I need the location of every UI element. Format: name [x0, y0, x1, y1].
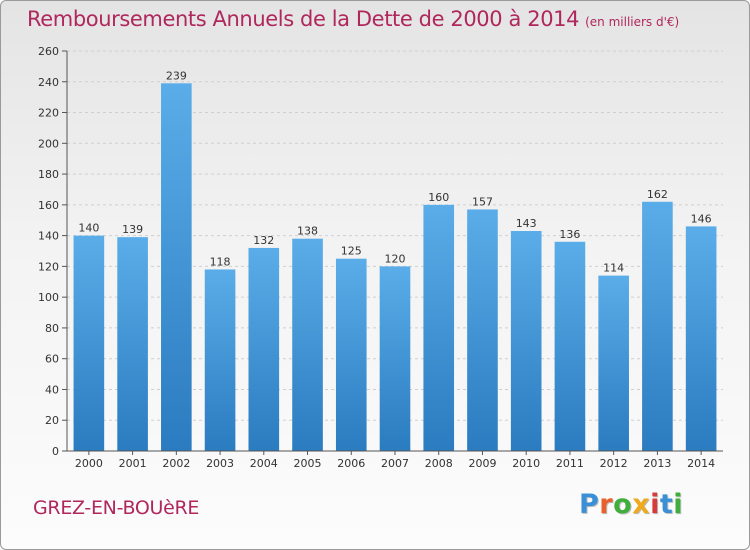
x-tick-label: 2008	[425, 457, 453, 470]
x-tick-label: 2006	[337, 457, 365, 470]
data-label: 143	[516, 217, 537, 230]
bar	[510, 231, 542, 451]
y-tick-label: 260	[38, 45, 59, 58]
y-tick-label: 100	[38, 291, 59, 304]
chart-subtitle: (en milliers d'€)	[585, 15, 680, 29]
x-tick-label: 2009	[468, 457, 496, 470]
x-tick-label: 2013	[643, 457, 671, 470]
x-tick-label: 2007	[381, 457, 409, 470]
x-tick-label: 2011	[556, 457, 584, 470]
bar	[467, 209, 498, 451]
y-tick-label: 20	[45, 414, 59, 427]
y-tick-label: 40	[45, 383, 59, 396]
bar	[161, 83, 192, 452]
logo-letter: o	[613, 489, 633, 520]
data-label: 136	[559, 228, 580, 241]
x-tick-label: 2004	[250, 457, 278, 470]
data-label: 132	[253, 234, 274, 247]
bar	[642, 201, 673, 451]
bar	[73, 235, 105, 451]
bar	[335, 258, 367, 451]
bar	[204, 269, 236, 451]
y-tick-label: 200	[38, 137, 59, 150]
x-tick-label: 2003	[206, 457, 234, 470]
data-label: 114	[603, 262, 624, 275]
logo-letter: x	[632, 489, 651, 520]
bar	[554, 241, 586, 451]
y-tick-label: 0	[52, 445, 59, 458]
y-tick-label: 160	[38, 199, 59, 212]
y-tick-label: 180	[38, 168, 59, 181]
y-tick-label: 140	[38, 230, 59, 243]
x-tick-label: 2005	[294, 457, 322, 470]
y-tick-label: 60	[45, 353, 59, 366]
proxiti-logo[interactable]: Proxiti	[579, 489, 683, 520]
chart-title: Remboursements Annuels de la Dette de 20…	[27, 7, 679, 31]
chart-title-text: Remboursements Annuels de la Dette de 20…	[27, 7, 580, 31]
place-name: GREZ-EN-BOUèRE	[33, 497, 200, 519]
data-label: 120	[385, 252, 406, 265]
logo-letter: P	[579, 489, 600, 520]
x-tick-label: 2001	[119, 457, 147, 470]
data-label: 239	[166, 69, 187, 82]
data-label: 125	[341, 245, 362, 258]
x-tick-label: 2010	[512, 457, 540, 470]
x-tick-label: 2014	[687, 457, 715, 470]
logo-letter: r	[599, 489, 614, 520]
y-tick-label: 220	[38, 107, 59, 120]
x-tick-label: 2012	[600, 457, 628, 470]
bar	[248, 247, 280, 451]
logo-letter: i	[650, 489, 660, 520]
data-label: 157	[472, 195, 493, 208]
data-label: 138	[297, 225, 318, 238]
data-label: 162	[647, 188, 668, 201]
data-label: 160	[428, 191, 449, 204]
y-tick-label: 80	[45, 322, 59, 335]
data-label: 118	[210, 255, 231, 268]
data-label: 140	[78, 222, 99, 235]
bar	[423, 204, 455, 451]
bar	[598, 275, 629, 451]
bar	[685, 226, 717, 451]
y-tick-label: 120	[38, 260, 59, 273]
x-tick-label: 2000	[75, 457, 103, 470]
y-tick-label: 240	[38, 76, 59, 89]
bar	[379, 266, 411, 451]
logo-letter: t	[659, 489, 674, 520]
x-tick-label: 2002	[162, 457, 190, 470]
data-label: 146	[691, 212, 712, 225]
logo-letter: i	[673, 489, 684, 520]
data-label: 139	[122, 223, 143, 236]
bar	[117, 237, 148, 451]
bar	[292, 238, 323, 451]
